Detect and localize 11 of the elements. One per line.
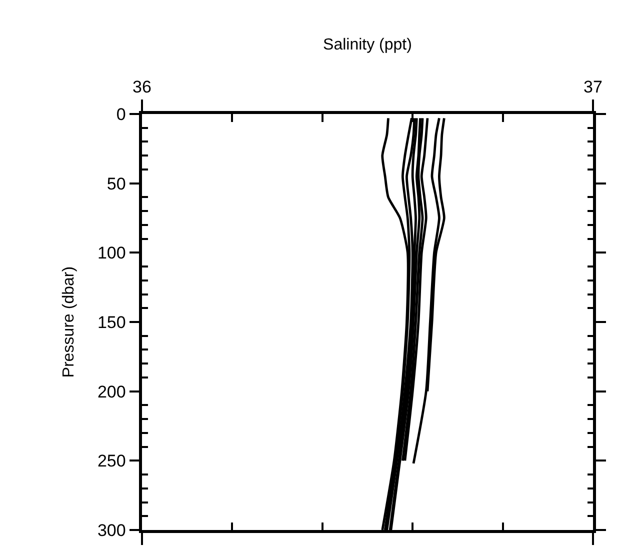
- y-tick-label: 300: [97, 520, 126, 540]
- y-tick-label: 250: [97, 452, 126, 471]
- y-tick-label: 150: [97, 312, 126, 332]
- y-axis-title: Pressure (dbar): [60, 266, 78, 378]
- y-tick-label: 100: [97, 244, 126, 263]
- x-axis-title: Salinity (ppt): [323, 36, 412, 54]
- x-tick-label: 36: [132, 77, 152, 96]
- y-tick-label: 200: [97, 382, 126, 402]
- y-tick-label: 0: [116, 104, 126, 124]
- y-tick-label: 50: [106, 174, 126, 194]
- x-tick-label: 37: [584, 77, 602, 96]
